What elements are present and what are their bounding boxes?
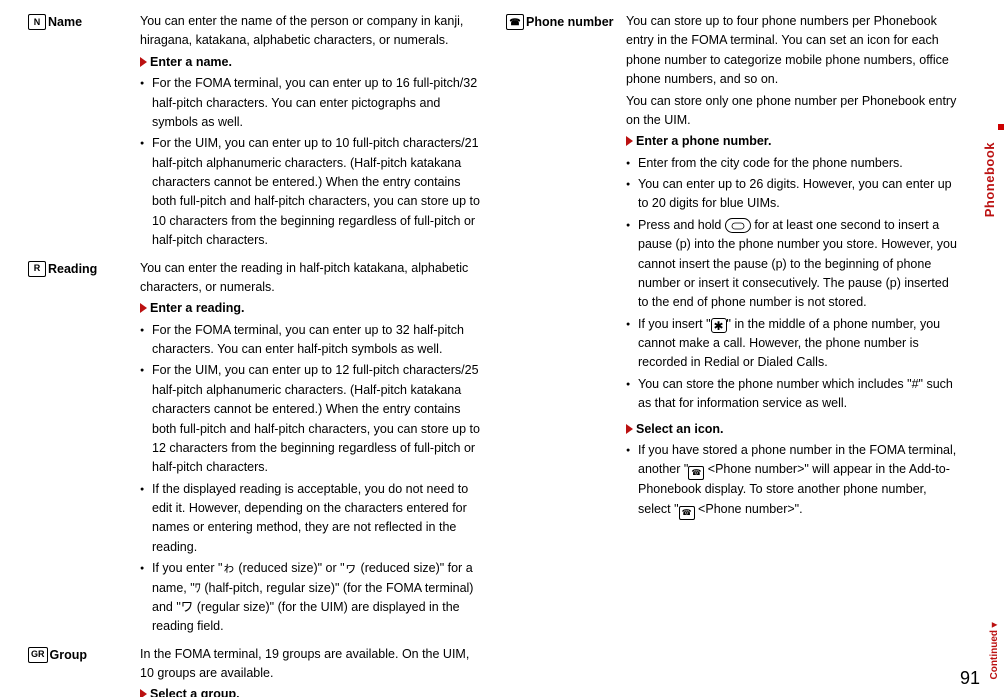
body-name: You can enter the name of the person or … — [140, 12, 482, 253]
body-reading: You can enter the reading in half-pitch … — [140, 259, 482, 639]
row-reading: R Reading You can enter the reading in h… — [28, 259, 482, 639]
label-cell-phone: ☎ Phone number — [506, 12, 626, 30]
side-tab: Phonebook — [982, 142, 1004, 217]
triangle-icon — [140, 689, 147, 697]
list-item: Press and hold for at least one second t… — [626, 216, 960, 313]
group-field-label: Group — [50, 647, 88, 663]
name-field-icon: N — [28, 14, 46, 30]
phone-bullets2: If you have stored a phone number in the… — [626, 441, 960, 520]
page-number: 91 — [960, 668, 980, 689]
triangle-icon — [626, 136, 633, 146]
continued-arrow-icon: ▸ — [989, 619, 1000, 630]
reading-field-icon: R — [28, 261, 46, 277]
list-item: If the displayed reading is acceptable, … — [140, 480, 482, 558]
triangle-icon — [140, 303, 147, 313]
label-cell-name: N Name — [28, 12, 140, 30]
group-field-icon: GR — [28, 647, 48, 663]
name-intro: You can enter the name of the person or … — [140, 12, 482, 51]
body-group: In the FOMA terminal, 19 groups are avai… — [140, 645, 482, 697]
phone-action: Enter a phone number. — [626, 132, 960, 151]
list-item: For the FOMA terminal, you can enter up … — [140, 321, 482, 360]
page-content: N Name You can enter the name of the per… — [28, 12, 960, 682]
phone-intro: You can store up to four phone numbers p… — [626, 12, 960, 90]
phone-entry-icon: ☎ — [688, 466, 704, 480]
phone-action2: Select an icon. — [626, 420, 960, 439]
presshold-pre: Press and hold — [638, 218, 725, 232]
triangle-icon — [626, 424, 633, 434]
name-action-text: Enter a name. — [150, 55, 232, 69]
phone-entry-icon: ☎ — [679, 506, 695, 520]
star-pre: If you insert " — [638, 317, 711, 331]
list-item: For the FOMA terminal, you can enter up … — [140, 74, 482, 132]
group-action: Select a group. — [140, 685, 482, 697]
star-key-icon: ✱ — [711, 318, 727, 333]
list-item: Enter from the city code for the phone n… — [626, 154, 960, 173]
phone-bullets: Enter from the city code for the phone n… — [626, 154, 960, 414]
row-name: N Name You can enter the name of the per… — [28, 12, 482, 253]
list-item: You can enter up to 26 digits. However, … — [626, 175, 960, 214]
continued-indicator: Continued▸ — [989, 619, 1000, 679]
reading-action: Enter a reading. — [140, 299, 482, 318]
left-column: N Name You can enter the name of the per… — [28, 12, 482, 682]
reading-bullets: For the FOMA terminal, you can enter up … — [140, 321, 482, 637]
name-action: Enter a name. — [140, 53, 482, 72]
phone-field-label: Phone number — [526, 14, 614, 30]
triangle-icon — [140, 57, 147, 67]
list-item: If you insert "✱" in the middle of a pho… — [626, 315, 960, 373]
name-field-label: Name — [48, 14, 82, 30]
phone-action2-text: Select an icon. — [636, 422, 724, 436]
group-action-text: Select a group. — [150, 687, 240, 697]
list-item: You can store the phone number which inc… — [626, 375, 960, 414]
group-intro: In the FOMA terminal, 19 groups are avai… — [140, 645, 482, 684]
list-item: If you have stored a phone number in the… — [626, 441, 960, 520]
phone-field-icon: ☎ — [506, 14, 524, 30]
reading-intro: You can enter the reading in half-pitch … — [140, 259, 482, 298]
pause-key-icon — [725, 218, 751, 233]
row-phone: ☎ Phone number You can store up to four … — [506, 12, 960, 522]
label-cell-group: GR Group — [28, 645, 140, 663]
reading-field-label: Reading — [48, 261, 97, 277]
label-cell-reading: R Reading — [28, 259, 140, 277]
list-item: If you enter "ゎ (reduced size)" or "ヮ (r… — [140, 559, 482, 637]
name-bullets: For the FOMA terminal, you can enter up … — [140, 74, 482, 250]
body-phone: You can store up to four phone numbers p… — [626, 12, 960, 522]
phone-intro2: You can store only one phone number per … — [626, 92, 960, 131]
list-item: For the UIM, you can enter up to 10 full… — [140, 134, 482, 250]
right-column: ☎ Phone number You can store up to four … — [506, 12, 960, 682]
reading-action-text: Enter a reading. — [150, 301, 244, 315]
phone-action-text: Enter a phone number. — [636, 134, 771, 148]
list-item: For the UIM, you can enter up to 12 full… — [140, 361, 482, 477]
side-tab-label: Phonebook — [982, 142, 997, 217]
side-tab-marker — [998, 124, 1004, 130]
row-group: GR Group In the FOMA terminal, 19 groups… — [28, 645, 482, 697]
continued-text: Continued — [989, 630, 1000, 679]
b2-post: <Phone number>". — [695, 502, 803, 516]
